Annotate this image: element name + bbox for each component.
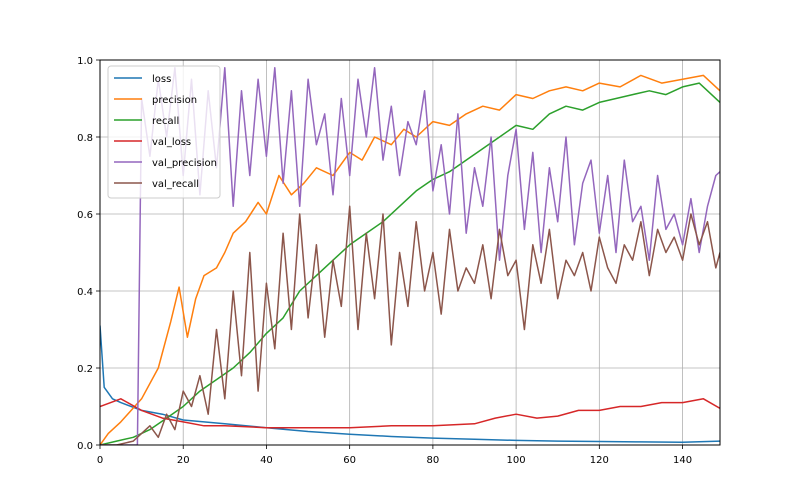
series-line-val-recall [100, 205, 720, 445]
x-tick-label: 100 [507, 455, 526, 466]
x-tick-label: 20 [177, 455, 190, 466]
legend-label: precision [152, 95, 197, 106]
legend-label: val_loss [152, 137, 191, 148]
series-line-loss [100, 325, 720, 444]
x-tick-label: 120 [590, 455, 609, 466]
y-axis-ticks: 0.0 0.2 0.4 0.6 0.8 1.0 [77, 56, 100, 452]
legend-label: val_precision [152, 158, 217, 169]
legend-label: loss [152, 74, 171, 85]
x-tick-label: 60 [343, 455, 356, 466]
x-tick-label: 0 [97, 455, 103, 466]
y-tick-label: 0.8 [77, 133, 93, 144]
y-tick-label: 1.0 [77, 56, 93, 67]
x-tick-label: 40 [260, 455, 273, 466]
series-line-val-loss [100, 398, 720, 429]
y-tick-label: 0.4 [77, 287, 93, 298]
axes-frame [99, 59, 721, 446]
x-tick-label: 140 [673, 455, 692, 466]
y-tick-label: 0.2 [77, 364, 93, 375]
legend-label: val_recall [152, 179, 199, 190]
x-tick-label: 80 [427, 455, 440, 466]
y-tick-label: 0.6 [77, 210, 93, 221]
series-line-precision [100, 74, 720, 445]
legend-label: recall [152, 116, 179, 127]
x-axis-ticks: 0 20 40 60 80 100 120 140 [97, 445, 692, 466]
legend: loss precision recall val_loss val_precision… [107, 65, 221, 199]
y-tick-label: 0.0 [77, 441, 93, 452]
